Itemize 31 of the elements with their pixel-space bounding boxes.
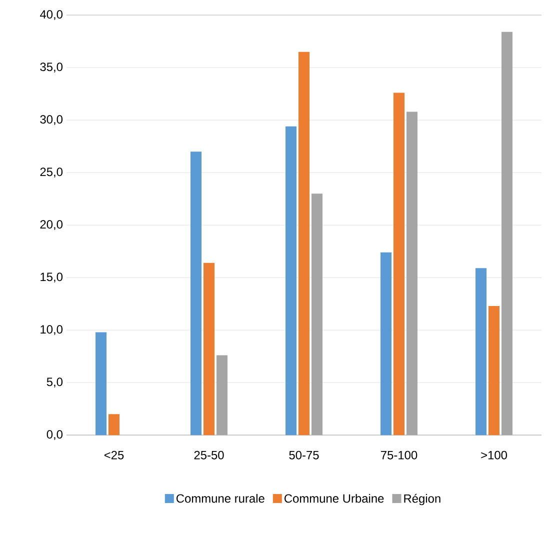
bar (311, 194, 322, 436)
y-tick-label: 25,0 (40, 168, 63, 178)
y-tick-label: 10,0 (40, 325, 63, 336)
legend-label: Région (404, 494, 440, 506)
y-tick-label: 35,0 (40, 62, 63, 73)
bar (406, 112, 418, 436)
y-tick-label: 40,0 (40, 10, 63, 20)
bar (204, 262, 215, 436)
bar (190, 152, 202, 436)
x-tick-label: <25 (104, 450, 124, 460)
bar (380, 252, 392, 436)
y-tick-label: 0,0 (46, 430, 63, 440)
bar (394, 92, 405, 436)
legend-label: Commune rurale (176, 494, 264, 503)
y-tick-label: 30,0 (40, 115, 63, 126)
x-tick-label: 50-75 (289, 450, 319, 460)
bar (108, 414, 120, 436)
bar (501, 32, 512, 436)
bar (488, 306, 500, 436)
bar (96, 332, 107, 436)
bar (298, 52, 310, 436)
y-tick-label: 15,0 (40, 272, 63, 283)
bar (286, 126, 297, 436)
bar (216, 355, 228, 436)
x-tick-label: >100 (481, 450, 508, 460)
bar (476, 268, 487, 436)
y-tick-label: 5,0 (46, 378, 63, 388)
y-tick-label: 20,0 (40, 220, 63, 230)
legend-label: Commune Urbaine (284, 494, 384, 503)
x-tick-label: 25-50 (194, 450, 224, 460)
x-tick-label: 75-100 (381, 450, 418, 460)
